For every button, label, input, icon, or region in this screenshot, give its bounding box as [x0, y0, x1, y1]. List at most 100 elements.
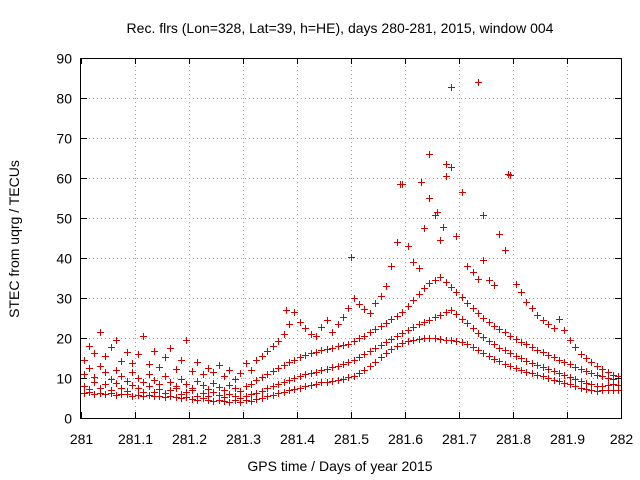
data-point [318, 367, 325, 374]
data-point [523, 341, 530, 348]
data-point [491, 323, 498, 330]
data-point [178, 357, 185, 364]
data-point [432, 277, 439, 284]
data-point [388, 346, 395, 353]
data-point [210, 398, 217, 405]
data-point [605, 369, 612, 376]
data-point [118, 385, 125, 392]
data-point [475, 276, 482, 283]
data-point [383, 320, 390, 327]
data-point [453, 289, 460, 296]
data-point [340, 361, 347, 368]
data-point [118, 373, 125, 380]
data-point [529, 344, 536, 351]
data-point [189, 396, 196, 403]
data-point [178, 376, 185, 383]
data-point [270, 343, 277, 350]
data-point [283, 307, 290, 314]
data-point [248, 391, 255, 398]
data-point [345, 359, 352, 366]
y-tick-label: 40 [56, 251, 72, 267]
data-point [432, 314, 439, 321]
data-point [545, 352, 552, 359]
data-point [281, 362, 288, 369]
data-point [351, 295, 358, 302]
y-tick-label: 0 [64, 411, 72, 427]
data-point [194, 359, 201, 366]
data-point [291, 357, 298, 364]
data-point [232, 376, 239, 383]
data-point [502, 361, 509, 368]
data-point [118, 391, 125, 398]
data-point [437, 237, 444, 244]
data-point [507, 333, 514, 340]
x-tick-label: 281 [70, 431, 94, 447]
data-point [291, 386, 298, 393]
data-point [329, 345, 336, 352]
data-point [81, 357, 88, 364]
data-point [302, 352, 309, 359]
data-point [205, 386, 212, 393]
data-point [529, 305, 536, 312]
data-point [81, 390, 88, 397]
data-point [470, 269, 477, 276]
data-point [448, 307, 455, 314]
data-point [448, 84, 455, 91]
data-point [313, 333, 320, 340]
data-point [253, 377, 260, 384]
data-point [416, 265, 423, 272]
data-point [453, 338, 460, 345]
data-point [605, 382, 612, 389]
data-point [270, 383, 277, 390]
data-point [129, 360, 136, 367]
data-point [281, 331, 288, 338]
data-point [86, 343, 93, 350]
data-point [464, 320, 471, 327]
data-point [113, 392, 120, 399]
data-point [496, 358, 503, 365]
data-point [372, 326, 379, 333]
data-point [405, 243, 412, 250]
y-tick-labels: 0 10 20 30 40 50 60 70 80 90 [56, 51, 72, 427]
data-point [297, 373, 304, 380]
data-point [264, 371, 271, 378]
data-point [151, 348, 158, 355]
data-point [210, 389, 217, 396]
data-point [156, 393, 163, 400]
data-point [356, 335, 363, 342]
data-point [551, 325, 558, 332]
data-point [372, 359, 379, 366]
data-point [486, 319, 493, 326]
data-point [356, 370, 363, 377]
data-point [383, 283, 390, 290]
data-points [81, 79, 622, 406]
data-point [259, 374, 266, 381]
data-point [551, 354, 558, 361]
data-point [318, 347, 325, 354]
data-point [237, 370, 244, 377]
data-point [135, 375, 142, 382]
x-tick-labels: 281 281.1 281.2 281.3 281.4 281.5 281.6 281.7 28… [70, 431, 634, 447]
data-point [167, 393, 174, 400]
data-point [297, 385, 304, 392]
data-point [226, 382, 233, 389]
x-tick-label: 282 [610, 431, 634, 447]
data-point [556, 378, 563, 385]
data-point [102, 369, 109, 376]
data-point [162, 354, 169, 361]
data-point [572, 383, 579, 390]
data-point [410, 324, 417, 331]
data-point [221, 387, 228, 394]
data-point [388, 263, 395, 270]
data-point [448, 164, 455, 171]
data-point [426, 151, 433, 158]
grid-lines [81, 58, 621, 418]
data-point [367, 329, 374, 336]
y-axis-title: STEC from uqrg / TECUs [6, 160, 22, 318]
data-point [426, 317, 433, 324]
data-point [113, 380, 120, 387]
data-point [361, 306, 368, 313]
data-point [329, 364, 336, 371]
data-point [97, 329, 104, 336]
data-point [340, 342, 347, 349]
